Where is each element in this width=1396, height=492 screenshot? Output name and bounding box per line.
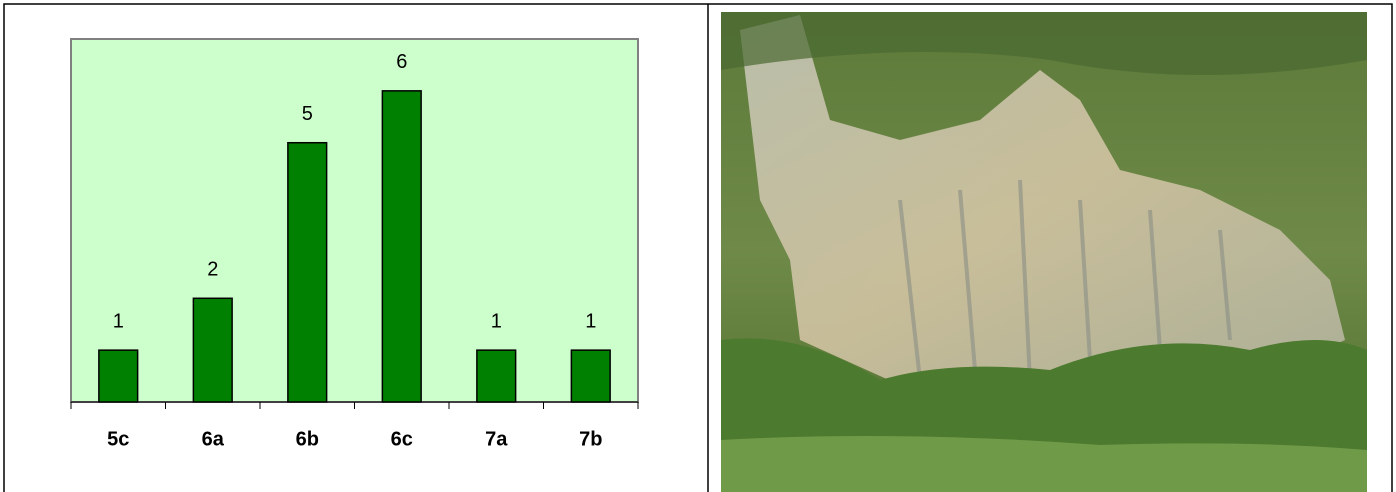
x-tick-label: 7b <box>579 428 602 450</box>
bar <box>287 141 328 403</box>
x-tick-label: 5c <box>107 428 129 450</box>
value-label: 1 <box>585 310 596 332</box>
value-label: 5 <box>302 103 313 125</box>
table-frame <box>3 3 1393 492</box>
bar <box>98 349 139 403</box>
bar <box>570 349 611 403</box>
x-tick-label: 6c <box>391 428 413 450</box>
x-tick-label: 7a <box>485 428 508 450</box>
photo <box>721 12 1367 492</box>
bar <box>192 297 233 403</box>
x-tick-label: 6b <box>296 428 319 450</box>
x-tick-label: 6a <box>202 428 225 450</box>
value-label: 1 <box>113 310 124 332</box>
bar <box>476 349 517 403</box>
value-label: 6 <box>396 51 407 73</box>
value-label: 1 <box>491 310 502 332</box>
bar <box>381 90 422 403</box>
value-label: 2 <box>207 259 218 281</box>
plot-area <box>70 38 639 403</box>
